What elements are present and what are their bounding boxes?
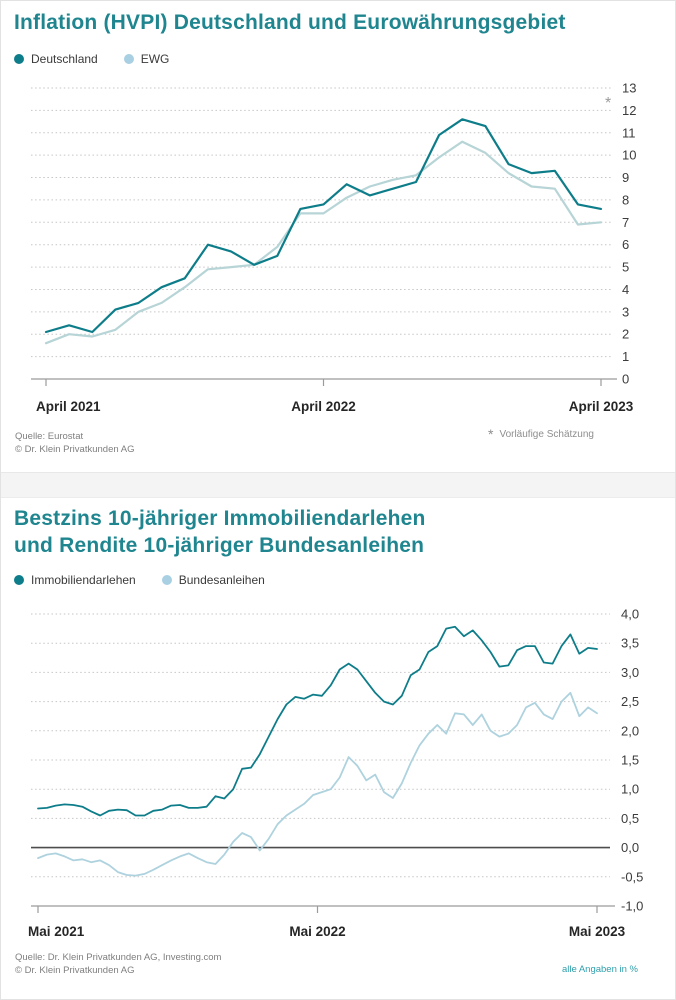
title-line: Inflation (HVPI) Deutschland und Eurowäh… bbox=[14, 11, 566, 34]
units-note: alle Angaben in % bbox=[561, 964, 638, 975]
source-line: Quelle: Dr. Klein Privatkunden AG, Inves… bbox=[15, 952, 222, 963]
svg-text:0,0: 0,0 bbox=[621, 840, 639, 855]
source-line: © Dr. Klein Privatkunden AG bbox=[15, 965, 135, 976]
svg-text:1,5: 1,5 bbox=[621, 753, 639, 768]
legend-item-deutschland: Deutschland bbox=[14, 52, 98, 66]
svg-text:0: 0 bbox=[622, 372, 629, 387]
svg-text:11: 11 bbox=[622, 125, 636, 140]
svg-text:1: 1 bbox=[622, 349, 629, 364]
title-line: Bestzins 10-jähriger Immobiliendarlehen bbox=[14, 507, 426, 530]
zins-chart-legend: Immobiliendarlehen Bundesanleihen bbox=[14, 573, 265, 587]
svg-text:2,0: 2,0 bbox=[621, 723, 639, 738]
svg-text:1,0: 1,0 bbox=[621, 782, 639, 797]
legend-dot-ewg bbox=[123, 54, 134, 64]
svg-text:April 2023: April 2023 bbox=[569, 399, 634, 414]
zins-chart: 4,0 3,5 3,0 2,5 2,0 1,5 1,0 0,5 0,0 -0,5 -1,0 Mai 2… bbox=[28, 607, 643, 940]
svg-text:-1,0: -1,0 bbox=[621, 899, 643, 914]
svg-text:5: 5 bbox=[622, 260, 629, 275]
svg-text:4: 4 bbox=[622, 282, 629, 297]
svg-text:0,5: 0,5 bbox=[621, 811, 639, 826]
asterisk-icon: * bbox=[488, 426, 494, 442]
svg-text:Mai 2023: Mai 2023 bbox=[569, 924, 626, 939]
source-line: Quelle: Eurostat bbox=[15, 431, 84, 442]
svg-text:3,0: 3,0 bbox=[621, 665, 639, 680]
card-divider bbox=[1, 472, 675, 498]
svg-text:-0,5: -0,5 bbox=[621, 869, 643, 884]
svg-text:12: 12 bbox=[622, 103, 636, 118]
svg-text:2,5: 2,5 bbox=[621, 694, 639, 709]
svg-text:Mai 2022: Mai 2022 bbox=[289, 924, 345, 939]
inflation-chart-title: Inflation (HVPI) Deutschland und Eurowäh… bbox=[14, 9, 566, 36]
footnote-text: Vorläufige Schätzung bbox=[499, 429, 594, 440]
svg-text:6: 6 bbox=[622, 237, 629, 252]
svg-text:3,5: 3,5 bbox=[621, 636, 639, 651]
legend-dot-bundesanleihen bbox=[161, 575, 172, 585]
svg-text:April 2022: April 2022 bbox=[291, 399, 356, 414]
svg-text:Mai 2021: Mai 2021 bbox=[28, 924, 85, 939]
svg-text:2: 2 bbox=[622, 327, 629, 342]
svg-text:*: * bbox=[605, 95, 611, 112]
legend-item-immobiliendarlehen: Immobiliendarlehen bbox=[14, 573, 136, 587]
legend-dot-immobiliendarlehen bbox=[14, 575, 24, 585]
svg-text:4,0: 4,0 bbox=[621, 607, 639, 622]
inflation-chart-source: Quelle: Eurostat © Dr. Klein Privatkunde… bbox=[15, 430, 134, 456]
zins-chart-title: Bestzins 10-jähriger Immobiliendarlehen … bbox=[14, 505, 426, 559]
legend-label-bundesanleihen: Bundesanleihen bbox=[178, 573, 265, 587]
svg-text:8: 8 bbox=[622, 192, 629, 207]
preliminary-estimate-footnote: * Vorläufige Schätzung bbox=[488, 426, 594, 442]
source-line: © Dr. Klein Privatkunden AG bbox=[15, 444, 135, 455]
svg-text:10: 10 bbox=[622, 148, 636, 163]
legend-label-immobiliendarlehen: Immobiliendarlehen bbox=[31, 573, 136, 587]
svg-text:9: 9 bbox=[622, 170, 629, 185]
svg-text:7: 7 bbox=[622, 215, 629, 230]
svg-text:April 2021: April 2021 bbox=[36, 399, 101, 414]
title-line: und Rendite 10-jähriger Bundesanleihen bbox=[14, 534, 425, 557]
svg-text:13: 13 bbox=[622, 81, 636, 96]
zins-chart-source: Quelle: Dr. Klein Privatkunden AG, Inves… bbox=[15, 951, 221, 977]
legend-item-bundesanleihen: Bundesanleihen bbox=[161, 573, 265, 587]
inflation-chart-legend: Deutschland EWG bbox=[14, 52, 169, 66]
legend-label-deutschland: Deutschland bbox=[31, 52, 98, 66]
legend-dot-deutschland bbox=[14, 54, 24, 64]
legend-item-ewg: EWG bbox=[123, 52, 170, 66]
svg-text:3: 3 bbox=[622, 304, 629, 319]
legend-label-ewg: EWG bbox=[140, 52, 170, 66]
